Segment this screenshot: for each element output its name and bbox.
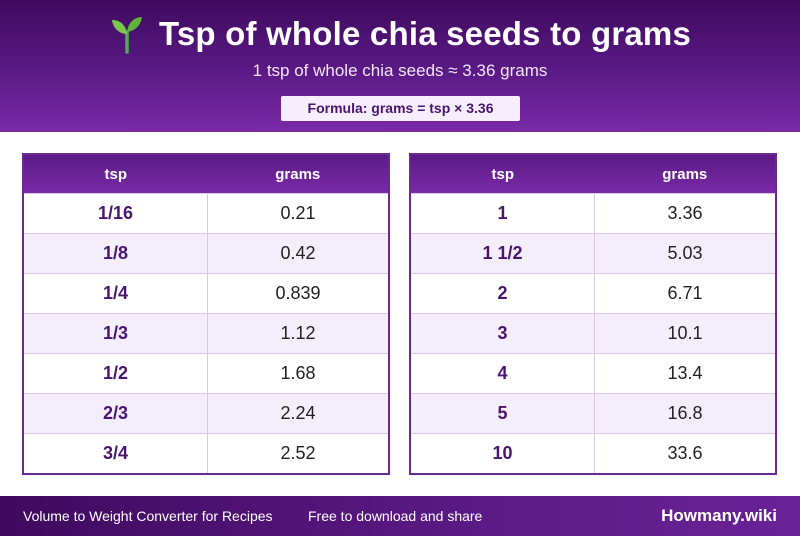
conversion-table-left: tsp grams 1/16 0.21 1/8 0.42 1/4 0.839 1/3 1… (22, 153, 390, 475)
grams-cell: 2.24 (207, 393, 389, 434)
table-row: 5 16.8 (410, 393, 776, 434)
tsp-cell: 2 (410, 273, 595, 314)
table-row: 2/3 2.24 (23, 393, 389, 434)
footer-brand[interactable]: Howmany.wiki (661, 506, 777, 525)
table-row: 10 33.6 (410, 433, 776, 474)
table-header-row: tsp grams (410, 154, 776, 194)
header-banner: Tsp of whole chia seeds to grams 1 tsp o… (0, 0, 800, 132)
footer-bar: Volume to Weight Converter for Recipes F… (0, 496, 800, 536)
footer-converter-link[interactable]: Volume to Weight Converter for Recipes (23, 508, 273, 524)
grams-cell: 0.42 (207, 233, 389, 274)
tsp-cell: 1/4 (23, 273, 208, 314)
footer-share-text: Free to download and share (308, 508, 483, 524)
tsp-cell: 1/3 (23, 313, 208, 354)
grams-cell: 33.6 (594, 433, 776, 474)
column-header-tsp: tsp (410, 154, 595, 194)
column-header-tsp: tsp (23, 154, 208, 194)
grams-cell: 2.52 (207, 433, 389, 474)
tsp-cell: 3/4 (23, 433, 208, 474)
formula-badge: Formula: grams = tsp × 3.36 (281, 96, 520, 121)
table-row: 1/4 0.839 (23, 273, 389, 314)
table-row: 1 1/2 5.03 (410, 233, 776, 274)
tsp-cell: 3 (410, 313, 595, 354)
tsp-cell: 10 (410, 433, 595, 474)
tsp-cell: 1/16 (23, 193, 208, 234)
table-row: 1 3.36 (410, 193, 776, 234)
table-row: 3 10.1 (410, 313, 776, 354)
tsp-cell: 1/8 (23, 233, 208, 274)
table-header-row: tsp grams (23, 154, 389, 194)
table-row: 1/8 0.42 (23, 233, 389, 274)
page-subtitle: 1 tsp of whole chia seeds ≈ 3.36 grams (252, 61, 548, 80)
title-row: Tsp of whole chia seeds to grams (0, 12, 800, 56)
grams-cell: 3.36 (594, 193, 776, 234)
table-row: 4 13.4 (410, 353, 776, 394)
grams-cell: 1.12 (207, 313, 389, 354)
sprout-icon (109, 14, 145, 54)
tsp-cell: 1/2 (23, 353, 208, 394)
grams-cell: 5.03 (594, 233, 776, 274)
grams-cell: 16.8 (594, 393, 776, 434)
table-row: 1/16 0.21 (23, 193, 389, 234)
table-row: 1/2 1.68 (23, 353, 389, 394)
grams-cell: 0.21 (207, 193, 389, 234)
column-header-grams: grams (207, 154, 389, 194)
grams-cell: 6.71 (594, 273, 776, 314)
page-title: Tsp of whole chia seeds to grams (158, 15, 692, 52)
table-row: 2 6.71 (410, 273, 776, 314)
tsp-cell: 1 (410, 193, 595, 234)
tsp-cell: 1 1/2 (410, 233, 595, 274)
tsp-cell: 4 (410, 353, 595, 394)
grams-cell: 13.4 (594, 353, 776, 394)
column-header-grams: grams (594, 154, 776, 194)
table-row: 1/3 1.12 (23, 313, 389, 354)
grams-cell: 0.839 (207, 273, 389, 314)
grams-cell: 1.68 (207, 353, 389, 394)
tsp-cell: 2/3 (23, 393, 208, 434)
table-row: 3/4 2.52 (23, 433, 389, 474)
grams-cell: 10.1 (594, 313, 776, 354)
tsp-cell: 5 (410, 393, 595, 434)
